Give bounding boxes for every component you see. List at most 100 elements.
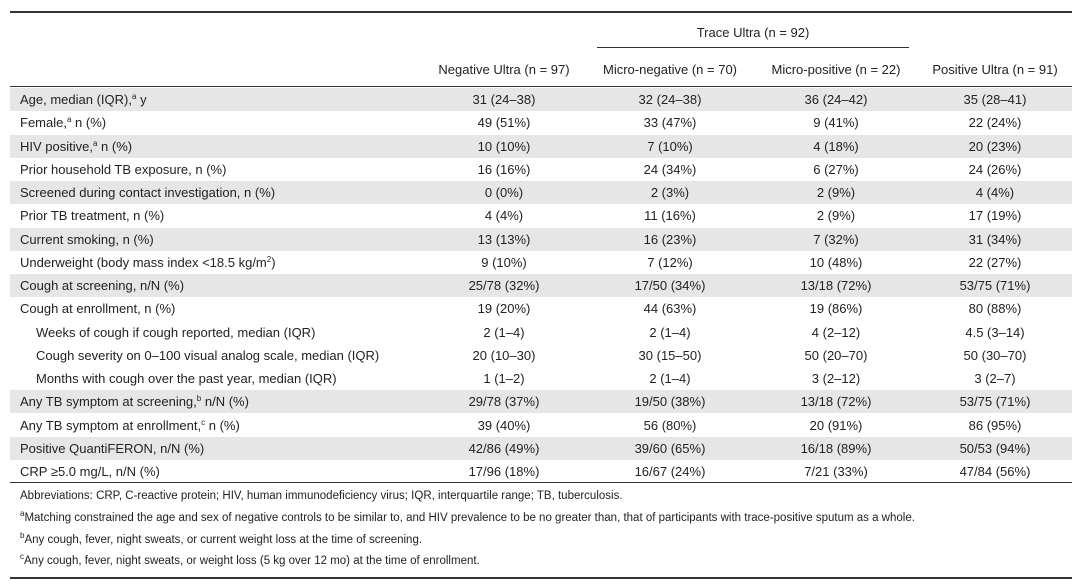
label-text: Weeks of cough if cough reported, median…: [36, 324, 316, 340]
footnote-mark: b: [20, 531, 25, 540]
cell-value: 17 (19%): [968, 208, 1022, 224]
cell-value: 4.5 (3–14): [965, 324, 1025, 340]
cell-value: 13/18 (72%): [800, 278, 872, 293]
label-text: y: [136, 92, 147, 107]
cell-value: 19/50 (38%): [634, 394, 706, 410]
cell-value: 42/86 (49%): [468, 440, 540, 456]
cell-value: 33 (47%): [643, 115, 697, 131]
label-text: Months with cough over the past year, me…: [36, 371, 337, 386]
cell-value: 13 (13%): [477, 231, 531, 247]
row-label: Cough at enrollment, n (%): [20, 297, 175, 320]
cell-value: 44 (63%): [643, 301, 697, 317]
cell-value: 9 (41%): [813, 115, 859, 131]
row-label: CRP ≥5.0 mg/L, n/N (%): [20, 460, 160, 483]
label-text: Cough at enrollment, n (%): [20, 301, 176, 317]
label-text: n (%): [97, 138, 133, 154]
table-bottom-rule: [10, 482, 1072, 483]
cell-value: 2 (1–4): [649, 324, 691, 340]
label-superscript: a: [132, 92, 137, 101]
row-shade: [10, 227, 1072, 251]
cell-value: 1 (1–2): [483, 371, 525, 386]
label-text: ): [271, 254, 276, 270]
cell-value: 35 (28–41): [963, 92, 1027, 107]
column-header: Micro-positive (n = 22): [771, 62, 901, 77]
cell-value: 31 (24–38): [472, 92, 536, 107]
label-superscript: c: [201, 417, 206, 427]
row-label: Current smoking, n (%): [20, 228, 154, 251]
cell-value: 19 (20%): [477, 301, 531, 317]
cell-value: 20 (10–30): [472, 347, 536, 363]
cell-value: 0 (0%): [484, 185, 524, 200]
label-text: HIV positive,: [20, 138, 93, 154]
cell-value: 19 (86%): [809, 301, 863, 317]
label-superscript: a: [92, 138, 98, 148]
cell-value: 4 (4%): [484, 208, 524, 224]
label-text: Current smoking, n (%): [20, 231, 154, 247]
label-text: Age, median (IQR),: [20, 92, 132, 107]
cell-value: 50 (20–70): [804, 347, 868, 363]
cell-value: 30 (15–50): [638, 347, 702, 363]
cell-value: 13/18 (72%): [800, 394, 872, 410]
cell-value: 32 (24–38): [638, 92, 702, 107]
row-label: Weeks of cough if cough reported, median…: [36, 321, 315, 344]
row-shade: [10, 134, 1072, 158]
row-label: Age, median (IQR),a y: [20, 88, 147, 111]
cell-value: 29/78 (37%): [468, 394, 540, 410]
row-label: Any TB symptom at screening,b n/N (%): [20, 390, 249, 413]
label-text: Any TB symptom at enrollment,: [20, 417, 202, 433]
label-superscript: b: [196, 394, 202, 404]
row-label: Screened during contact investigation, n…: [20, 181, 275, 204]
label-text: Screened during contact investigation, n…: [20, 185, 276, 200]
group-header: Trace Ultra (n = 92): [696, 25, 810, 40]
cell-value: 7 (12%): [647, 254, 693, 270]
cell-value: 7 (10%): [647, 138, 693, 154]
label-text: n (%): [71, 115, 107, 131]
cell-value: 4 (18%): [813, 138, 859, 154]
cell-value: 2 (3%): [650, 185, 690, 200]
label-text: CRP ≥5.0 mg/L, n/N (%): [20, 464, 160, 479]
cell-value: 53/75 (71%): [959, 278, 1031, 293]
cell-value: 25/78 (32%): [468, 278, 540, 293]
cell-value: 2 (9%): [816, 208, 856, 224]
label-text: Cough at screening, n/N (%): [20, 278, 185, 293]
column-header: Negative Ultra (n = 97): [438, 62, 570, 77]
footnote-text: Any cough, fever, night sweats, or curre…: [24, 534, 423, 546]
cell-value: 22 (24%): [968, 115, 1022, 131]
row-shade: [10, 88, 1072, 111]
cell-value: 16 (23%): [643, 231, 697, 247]
row-label: Prior household TB exposure, n (%): [20, 158, 226, 181]
footnote-text: Matching constrained the age and sex of …: [24, 512, 915, 524]
footnote: cAny cough, fever, night sweats, or weig…: [20, 553, 480, 569]
label-text: n (%): [205, 417, 240, 433]
cell-value: 3 (2–7): [974, 371, 1016, 386]
footnote: aMatching constrained the age and sex of…: [20, 510, 915, 526]
cell-value: 31 (34%): [968, 231, 1022, 247]
cell-value: 24 (34%): [643, 161, 697, 177]
label-text: Female,: [20, 115, 67, 131]
row-label: Cough at screening, n/N (%): [20, 274, 184, 297]
label-superscript: 2: [266, 254, 272, 264]
cell-value: 86 (95%): [968, 417, 1022, 433]
footnote-text: Abbreviations: CRP, C-reactive protein; …: [20, 490, 623, 502]
label-superscript: a: [66, 115, 72, 125]
cell-value: 24 (26%): [968, 161, 1022, 177]
cell-value: 22 (27%): [968, 254, 1022, 270]
label-text: Cough severity on 0–100 visual analog sc…: [36, 347, 380, 363]
cell-value: 53/75 (71%): [959, 394, 1031, 410]
column-header: Positive Ultra (n = 91): [932, 62, 1058, 77]
cell-value: 9 (10%): [481, 254, 527, 270]
label-text: Prior TB treatment, n (%): [20, 208, 165, 224]
cell-value: 16/67 (24%): [634, 464, 706, 479]
cell-value: 4 (2–12): [811, 324, 861, 340]
header-rule: [10, 86, 1072, 87]
footnote-text: Any cough, fever, night sweats, or weigh…: [24, 555, 480, 567]
cell-value: 2 (9%): [816, 185, 856, 200]
row-shade: [10, 390, 1072, 414]
cell-value: 16 (16%): [477, 161, 531, 177]
cell-value: 36 (24–42): [804, 92, 868, 107]
cell-value: 20 (23%): [968, 138, 1022, 154]
row-label: Underweight (body mass index <18.5 kg/m2…: [20, 251, 276, 274]
cell-value: 39 (40%): [477, 417, 531, 433]
cell-value: 56 (80%): [643, 417, 697, 433]
